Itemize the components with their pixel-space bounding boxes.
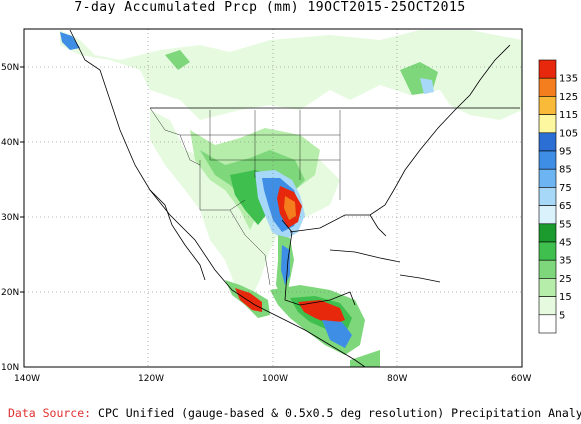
colorbar-label: 25 [559, 274, 572, 285]
colorbar-swatch [538, 77, 557, 97]
longitude-labels: 140W 120W 100W 80W 60W [14, 374, 531, 384]
colorbar-swatch [538, 59, 557, 79]
colorbar-swatch [538, 205, 557, 225]
lon-label: 120W [138, 374, 164, 384]
lat-label: 30N [1, 213, 19, 223]
latitude-labels: 50N 40N 30N 20N 10N [1, 63, 24, 373]
state-borders [149, 107, 341, 286]
lat-label: 50N [1, 63, 19, 73]
colorbar-swatch [538, 278, 557, 297]
lon-label: 100W [262, 374, 288, 384]
lon-label: 80W [387, 374, 407, 384]
colorbar-label: 125 [559, 92, 578, 103]
colorbar-swatch [538, 96, 557, 115]
colorbar-label: 105 [559, 128, 578, 139]
data-source-footer: Data Source: CPC Unified (gauge-based & … [8, 406, 581, 420]
colorbar-label: 85 [559, 165, 572, 176]
colorbar-label: 45 [559, 238, 572, 249]
lat-label: 10N [1, 363, 19, 373]
colorbar-swatch [538, 259, 557, 279]
colorbar-label: 5 [559, 310, 565, 321]
colorbar-label: 55 [559, 219, 572, 230]
colorbar-swatch [538, 241, 557, 261]
colorbar-swatch [538, 114, 557, 134]
colorbar-swatch [538, 168, 557, 188]
colorbar-swatch [538, 314, 557, 334]
colorbar-label: 75 [559, 183, 572, 194]
lat-label: 40N [1, 138, 19, 148]
source-label: Data Source: [8, 406, 92, 420]
colorbar: 135 125 115 105 95 85 75 65 55 45 35 25 15 5 [538, 59, 578, 334]
colorbar-swatch [538, 132, 557, 152]
source-text: CPC Unified (gauge-based & 0.5x0.5 deg r… [98, 406, 581, 420]
colorbar-label: 115 [559, 110, 578, 121]
colorbar-label: 15 [559, 292, 572, 303]
graticule [24, 29, 522, 367]
lon-label: 140W [14, 374, 40, 384]
colorbar-label: 135 [559, 74, 578, 85]
lon-label: 60W [511, 374, 531, 384]
colorbar-swatch [538, 296, 557, 316]
colorbar-label: 95 [559, 147, 572, 158]
colorbar-swatch [538, 187, 557, 206]
coastlines [69, 29, 520, 367]
lat-label: 20N [1, 288, 19, 298]
colorbar-label: 35 [559, 256, 572, 267]
colorbar-swatch [538, 150, 557, 170]
precip-field [60, 30, 522, 367]
colorbar-label: 65 [559, 201, 572, 212]
map-title: 7-day Accumulated Prcp (mm) 19OCT2015-25… [74, 0, 466, 15]
colorbar-swatch [538, 223, 557, 243]
